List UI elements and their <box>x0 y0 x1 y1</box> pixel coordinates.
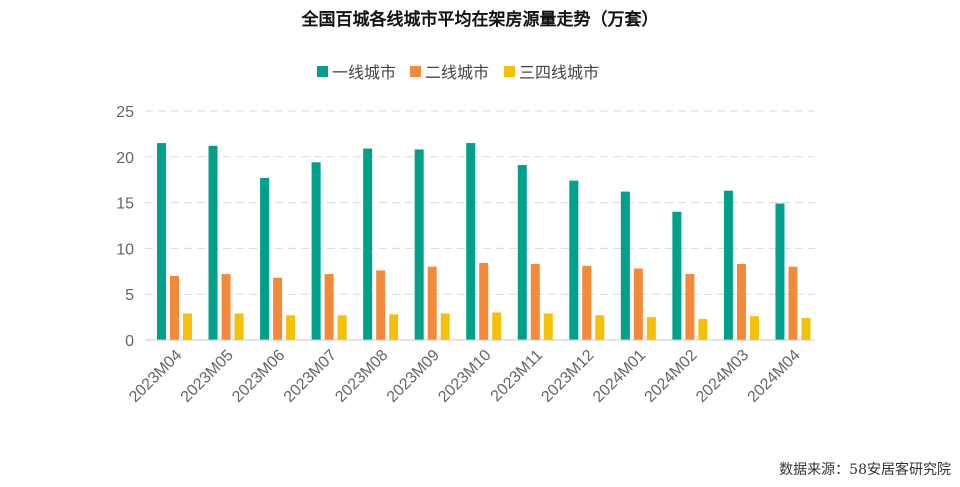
bar-tier2-2024M04 <box>788 266 798 340</box>
bar-tier2-2023M10 <box>479 263 489 340</box>
x-tick-label: 2023M10 <box>435 347 494 406</box>
legend-label-tier2: 二线城市 <box>425 63 489 82</box>
bar-tier34-2023M08 <box>389 314 399 340</box>
bars <box>157 143 811 340</box>
x-tick-label: 2023M06 <box>229 347 288 406</box>
bar-tier2-2024M03 <box>736 263 746 340</box>
bar-tier34-2024M02 <box>698 318 708 340</box>
bar-tier34-2023M05 <box>234 313 244 340</box>
y-tick-label: 5 <box>125 287 134 304</box>
source-note: 数据来源：58安居客研究院 <box>779 461 951 478</box>
bar-tier2-2023M05 <box>221 274 231 340</box>
x-tick-label: 2023M04 <box>126 347 185 406</box>
bar-tier1-2024M03 <box>723 190 733 340</box>
bar-tier1-2024M01 <box>620 191 630 340</box>
x-tick-label: 2024M01 <box>590 347 649 406</box>
y-axis: 0 5 10 15 20 25 <box>116 104 134 350</box>
bar-tier34-2023M11 <box>543 313 553 340</box>
bar-tier34-2023M12 <box>595 315 605 340</box>
bar-tier34-2023M04 <box>183 313 192 340</box>
y-tick-label: 25 <box>116 104 134 121</box>
bar-tier2-2023M09 <box>427 266 437 340</box>
x-tick-label: 2023M12 <box>538 347 597 406</box>
x-tick-label: 2023M05 <box>178 347 237 406</box>
x-tick-label: 2023M09 <box>384 347 443 406</box>
legend: 一线城市 二线城市 三四线城市 <box>317 63 599 82</box>
bar-tier2-2023M11 <box>530 263 540 340</box>
bar-tier34-2023M07 <box>337 315 347 340</box>
bar-tier2-2024M02 <box>685 274 695 340</box>
x-tick-label: 2024M04 <box>745 347 804 406</box>
legend-swatch-tier2 <box>410 66 421 77</box>
bar-tier1-2023M07 <box>311 162 321 340</box>
y-tick-label: 10 <box>116 241 134 258</box>
x-tick-label: 2023M08 <box>332 347 391 406</box>
legend-swatch-tier1 <box>317 66 328 77</box>
bar-tier1-2024M02 <box>672 211 682 340</box>
bar-tier2-2023M06 <box>273 277 283 340</box>
bar-tier34-2023M10 <box>492 312 502 340</box>
y-tick-label: 20 <box>116 150 134 167</box>
x-axis: 2023M042023M052023M062023M072023M082023M… <box>126 347 804 406</box>
bar-tier1-2023M12 <box>569 180 579 340</box>
legend-label-tier34: 三四线城市 <box>519 63 599 82</box>
y-tick-label: 15 <box>116 196 134 213</box>
bar-tier1-2023M11 <box>517 165 527 340</box>
bar-tier1-2023M08 <box>363 148 373 340</box>
bar-tier2-2024M01 <box>633 268 643 340</box>
bar-tier34-2023M06 <box>286 315 296 340</box>
chart-title: 全国百城各线城市平均在架房源量走势（万套） <box>301 9 659 30</box>
y-tick-label: 0 <box>125 333 134 350</box>
x-tick-label: 2024M03 <box>693 347 752 406</box>
x-tick-label: 2023M11 <box>488 347 546 405</box>
x-tick-label: 2024M02 <box>642 347 701 406</box>
bar-tier34-2023M09 <box>440 313 450 340</box>
bar-tier1-2023M04 <box>157 143 166 340</box>
bar-tier2-2023M08 <box>376 270 386 340</box>
legend-label-tier1: 一线城市 <box>332 63 396 82</box>
bar-tier2-2023M07 <box>324 274 334 340</box>
bar-tier1-2023M05 <box>208 145 218 340</box>
bar-tier34-2024M03 <box>749 316 759 340</box>
bar-tier1-2023M06 <box>260 177 270 340</box>
legend-swatch-tier34 <box>504 66 515 77</box>
bar-tier34-2024M01 <box>646 317 656 340</box>
bar-tier1-2023M09 <box>414 149 424 340</box>
bar-tier2-2023M12 <box>582 265 592 340</box>
bar-tier2-2023M04 <box>170 275 179 340</box>
x-tick-label: 2023M07 <box>281 347 340 406</box>
bar-tier1-2023M10 <box>466 143 476 340</box>
bar-tier1-2024M04 <box>775 203 785 340</box>
gridlines <box>145 110 815 295</box>
bar-tier34-2024M04 <box>801 318 811 340</box>
